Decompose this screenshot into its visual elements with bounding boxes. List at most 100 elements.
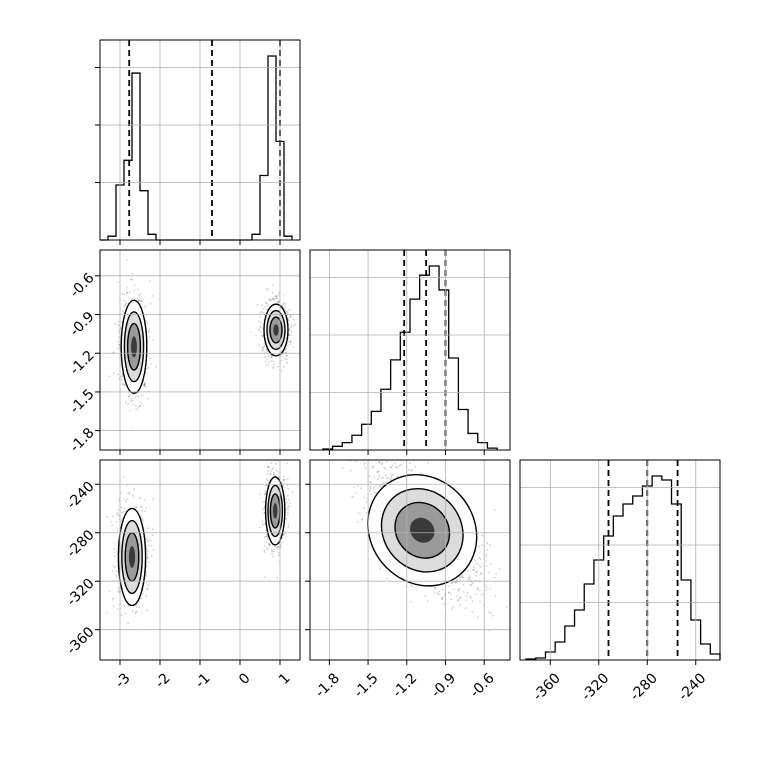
scatter-point [263, 549, 266, 552]
scatter-point [126, 498, 129, 501]
scatter-point [274, 295, 277, 298]
scatter-point [137, 406, 140, 409]
scatter-point [273, 298, 276, 300]
scatter-point [442, 597, 444, 599]
scatter-point [155, 366, 158, 368]
scatter-point [117, 527, 119, 529]
density-core [131, 336, 137, 358]
scatter-point [290, 326, 292, 329]
scatter-point [271, 356, 273, 358]
scatter-point [135, 395, 137, 398]
scatter-point [286, 514, 289, 516]
scatter-point [125, 291, 128, 294]
scatter-point [116, 512, 118, 515]
scatter-point [487, 611, 490, 614]
scatter-point [260, 326, 263, 329]
scatter-point [128, 291, 131, 294]
scatter-point [118, 515, 120, 517]
scatter-point [265, 302, 268, 304]
scatter-point [494, 509, 496, 511]
scatter-point [123, 475, 125, 478]
scatter-point [379, 484, 382, 487]
scatter-point [267, 537, 269, 540]
x-tick-label: -280 [627, 670, 661, 704]
scatter-point [152, 528, 154, 531]
scatter-point [143, 383, 146, 386]
scatter-point [116, 608, 119, 610]
scatter-point [264, 492, 267, 495]
scatter-point [286, 494, 289, 497]
scatter-point [130, 298, 133, 301]
scatter-point [490, 563, 492, 565]
scatter-point [291, 491, 294, 494]
scatter-point [284, 302, 287, 305]
scatter-point [144, 594, 147, 597]
scatter-point [378, 461, 381, 463]
scatter-point [108, 590, 111, 592]
scatter-point [286, 311, 288, 313]
scatter-point [505, 606, 508, 608]
scatter-point [141, 509, 144, 512]
scatter-point [266, 349, 269, 352]
scatter-point [124, 384, 127, 387]
scatter-point [152, 338, 155, 341]
scatter-point [357, 511, 360, 514]
scatter-point [369, 493, 372, 495]
histogram-panel-3 [525, 460, 721, 660]
x-tick-label: -1 [192, 670, 213, 691]
scatter-point [373, 491, 376, 494]
scatter-point [360, 487, 362, 489]
scatter-point [270, 462, 273, 464]
scatter-point [272, 556, 274, 558]
scatter-point [294, 323, 297, 326]
scatter-point [271, 292, 274, 294]
scatter-point [280, 541, 282, 543]
scatter-point [364, 462, 366, 465]
scatter-point [392, 464, 394, 467]
scatter-point [117, 591, 120, 594]
scatter-point [486, 542, 489, 545]
scatter-point [282, 475, 285, 478]
density-core [410, 517, 435, 543]
scatter-point [146, 584, 149, 587]
scatter-point [139, 505, 142, 508]
scatter-point [272, 360, 275, 363]
scatter-point [258, 526, 261, 529]
scatter-point [450, 608, 453, 611]
scatter-point [485, 586, 488, 589]
scatter-point [277, 294, 280, 296]
scatter-point [263, 551, 266, 554]
scatter-point [424, 595, 427, 597]
scatter-point [489, 588, 491, 590]
scatter-point [150, 555, 153, 557]
y-tick-label: -1.5 [67, 386, 98, 417]
scatter-point [150, 545, 153, 547]
axes-frame [519, 459, 721, 661]
scatter-point [376, 471, 378, 474]
scatter-point [396, 466, 398, 469]
scatter-point [290, 315, 292, 318]
scatter-point [147, 561, 150, 564]
scatter-point [443, 592, 446, 595]
scatter-point [273, 548, 275, 551]
histogram-step [525, 475, 721, 660]
scatter-point [450, 598, 453, 601]
scatter-point [149, 539, 152, 542]
scatter-point [385, 477, 388, 479]
scatter-point [263, 493, 266, 496]
scatter-point [148, 331, 150, 334]
scatter-point [365, 467, 367, 470]
x-tick-label: -3 [112, 670, 133, 691]
scatter-point [112, 605, 115, 607]
scatter-point [470, 584, 473, 587]
scatter-point [145, 507, 147, 510]
scatter-point [146, 557, 149, 559]
scatter-point [273, 550, 276, 553]
scatter-point [474, 559, 477, 562]
scatter-point [462, 590, 465, 593]
scatter-point [122, 510, 125, 513]
scatter-point [356, 485, 359, 487]
scatter-point [116, 520, 118, 523]
scatter-point [113, 555, 116, 558]
scatter-point [124, 304, 127, 306]
